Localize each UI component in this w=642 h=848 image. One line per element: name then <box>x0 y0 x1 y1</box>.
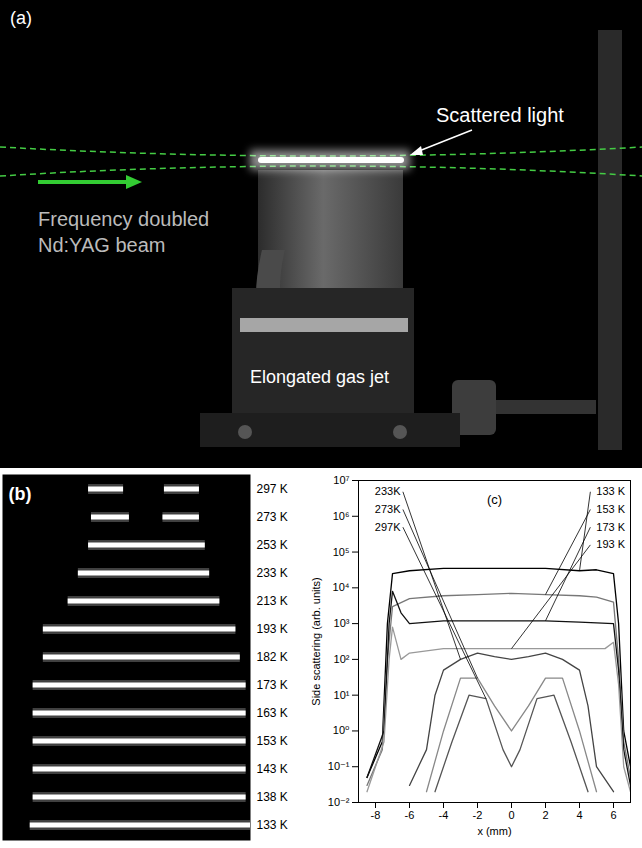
svg-text:4: 4 <box>576 809 582 821</box>
svg-text:10⁶: 10⁶ <box>333 510 350 522</box>
svg-text:(a): (a) <box>10 8 32 28</box>
svg-text:Side scattering (arb. units): Side scattering (arb. units) <box>310 577 322 705</box>
svg-text:10³: 10³ <box>334 617 350 629</box>
svg-text:Scattered light: Scattered light <box>436 104 564 126</box>
svg-text:(c): (c) <box>487 492 502 507</box>
svg-text:Nd:YAG beam: Nd:YAG beam <box>38 234 165 256</box>
svg-text:10⁰: 10⁰ <box>333 724 350 736</box>
svg-text:10²: 10² <box>334 653 350 665</box>
svg-text:133 K: 133 K <box>596 485 625 497</box>
svg-text:153 K: 153 K <box>596 503 625 515</box>
svg-text:Elongated gas jet: Elongated gas jet <box>250 367 389 387</box>
svg-text:193 K: 193 K <box>257 622 288 636</box>
svg-text:-8: -8 <box>371 809 381 821</box>
svg-text:10⁻¹: 10⁻¹ <box>328 760 350 772</box>
svg-text:x (mm): x (mm) <box>477 825 511 837</box>
svg-text:163 K: 163 K <box>257 706 288 720</box>
svg-text:-6: -6 <box>405 809 415 821</box>
svg-text:133 K: 133 K <box>257 818 288 832</box>
svg-text:Frequency doubled: Frequency doubled <box>38 208 209 230</box>
svg-text:138 K: 138 K <box>257 790 288 804</box>
svg-text:2: 2 <box>542 809 548 821</box>
svg-text:233 K: 233 K <box>257 566 288 580</box>
svg-text:-2: -2 <box>473 809 483 821</box>
svg-text:273K: 273K <box>375 503 401 515</box>
svg-text:-4: -4 <box>439 809 449 821</box>
svg-text:6: 6 <box>610 809 616 821</box>
svg-text:(b): (b) <box>9 484 32 504</box>
svg-text:233K: 233K <box>375 485 401 497</box>
svg-text:10¹: 10¹ <box>334 689 350 701</box>
svg-text:10⁻²: 10⁻² <box>328 796 350 808</box>
svg-text:10⁷: 10⁷ <box>333 474 349 486</box>
svg-text:10⁵: 10⁵ <box>333 546 350 558</box>
svg-text:10⁴: 10⁴ <box>333 581 350 593</box>
svg-text:193 K: 193 K <box>596 538 625 550</box>
svg-text:253 K: 253 K <box>257 538 288 552</box>
svg-text:297K: 297K <box>375 521 401 533</box>
svg-text:297 K: 297 K <box>257 482 288 496</box>
svg-text:153 K: 153 K <box>257 734 288 748</box>
svg-text:173 K: 173 K <box>596 521 625 533</box>
svg-text:173 K: 173 K <box>257 678 288 692</box>
svg-text:143 K: 143 K <box>257 762 288 776</box>
svg-text:182 K: 182 K <box>257 650 288 664</box>
svg-text:213 K: 213 K <box>257 594 288 608</box>
svg-text:0: 0 <box>508 809 514 821</box>
svg-text:273 K: 273 K <box>257 510 288 524</box>
